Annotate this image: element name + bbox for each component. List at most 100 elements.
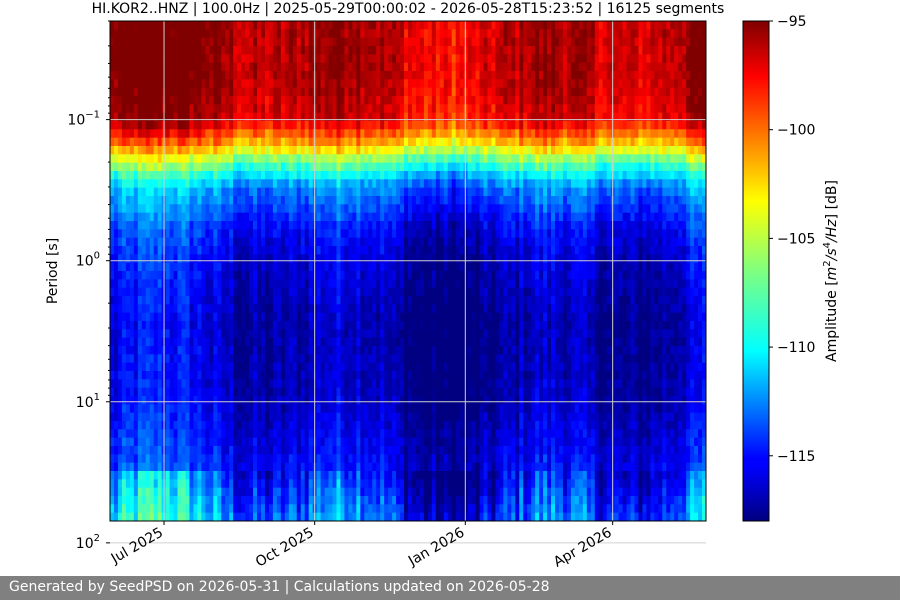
heatmap-cell <box>364 279 369 289</box>
heatmap-cell <box>670 287 675 297</box>
heatmap-cell <box>352 37 357 47</box>
heatmap-cell <box>447 179 453 189</box>
heatmap-cell <box>578 54 584 64</box>
heatmap-cell <box>141 79 147 89</box>
heatmap-cell <box>121 154 127 164</box>
heatmap-cell <box>380 96 385 105</box>
heatmap-cell <box>519 79 524 89</box>
heatmap-cell <box>527 187 532 197</box>
heatmap-cell <box>201 187 206 197</box>
heatmap-cell <box>336 162 341 172</box>
heatmap-cell <box>332 154 337 164</box>
heatmap-cell <box>185 46 190 55</box>
heatmap-cell <box>209 29 214 39</box>
heatmap-cell <box>141 112 147 122</box>
heatmap-cell <box>257 287 262 297</box>
heatmap-cell <box>121 54 127 64</box>
heatmap-cell <box>602 162 608 172</box>
heatmap-cell <box>590 104 596 114</box>
heatmap-cell <box>213 196 218 205</box>
heatmap-cell <box>268 146 274 155</box>
heatmap-cell <box>682 246 687 255</box>
heatmap-cell <box>698 262 703 272</box>
heatmap-cell <box>372 46 377 55</box>
heatmap-cell <box>173 271 178 280</box>
heatmap-cell <box>125 79 131 89</box>
heatmap-cell <box>586 137 592 147</box>
heatmap-cell <box>300 229 306 239</box>
heatmap-cell <box>586 146 592 155</box>
heatmap-cell <box>499 204 504 214</box>
heatmap-cell <box>388 254 393 264</box>
heatmap-cell <box>646 96 651 105</box>
heatmap-cell <box>523 137 528 147</box>
heatmap-cell <box>233 237 238 247</box>
heatmap-cell <box>682 137 687 147</box>
heatmap-cell <box>495 79 500 89</box>
heatmap-cell <box>630 137 635 147</box>
heatmap-cell <box>372 121 377 130</box>
heatmap-cell <box>320 271 325 280</box>
heatmap-cell <box>586 121 592 130</box>
heatmap-cell <box>388 146 393 155</box>
heatmap-cell <box>638 46 643 55</box>
heatmap-cell <box>121 146 127 155</box>
heatmap-cell <box>233 271 238 280</box>
heatmap-cell <box>165 229 170 239</box>
heatmap-cell <box>372 287 377 297</box>
heatmap-cell <box>149 71 155 80</box>
heatmap-cell <box>423 129 429 139</box>
heatmap-cell <box>177 146 182 155</box>
heatmap-cell <box>694 229 699 239</box>
heatmap-cell <box>408 204 413 214</box>
heatmap-cell <box>586 96 592 105</box>
heatmap-cell <box>113 229 119 239</box>
heatmap-cell <box>634 37 639 47</box>
heatmap-cell <box>467 46 472 55</box>
heatmap-cell <box>292 271 298 280</box>
heatmap-cell <box>654 254 659 264</box>
heatmap-cell <box>324 212 329 222</box>
heatmap-cell <box>598 204 604 214</box>
heatmap-cell <box>253 71 258 80</box>
heatmap-cell <box>332 87 337 97</box>
heatmap-cell <box>666 179 671 189</box>
heatmap-cell <box>110 229 115 239</box>
heatmap-cell <box>674 96 679 105</box>
heatmap-cell <box>110 146 115 155</box>
heatmap-cell <box>531 179 536 189</box>
heatmap-cell <box>590 171 596 180</box>
heatmap-cell <box>690 29 695 39</box>
heatmap-cell <box>431 212 437 222</box>
heatmap-cell <box>507 196 512 205</box>
heatmap-cell <box>666 171 671 180</box>
heatmap-cell <box>543 62 548 72</box>
heatmap-cell <box>694 71 699 80</box>
heatmap-cell <box>654 79 659 89</box>
heatmap-cell <box>177 296 182 305</box>
heatmap-cell <box>539 287 544 297</box>
heatmap-cell <box>698 62 703 72</box>
heatmap-cell <box>499 229 504 239</box>
heatmap-cell <box>570 254 576 264</box>
heatmap-cell <box>590 229 596 239</box>
heatmap-cell <box>324 137 329 147</box>
heatmap-cell <box>415 62 421 72</box>
heatmap-cell <box>431 37 437 47</box>
heatmap-cell <box>535 179 540 189</box>
heatmap-cell <box>650 37 655 47</box>
heatmap-cell <box>555 112 560 122</box>
heatmap-cell <box>308 79 314 89</box>
heatmap-cell <box>177 246 182 255</box>
heatmap-cell <box>229 221 234 230</box>
heatmap-cell <box>411 62 417 72</box>
heatmap-cell <box>634 262 639 272</box>
heatmap-cell <box>547 121 552 130</box>
heatmap-cell <box>515 79 520 89</box>
heatmap-cell <box>547 187 552 197</box>
heatmap-cell <box>129 271 135 280</box>
heatmap-cell <box>308 171 314 180</box>
heatmap-cell <box>463 54 468 64</box>
heatmap-cell <box>169 21 174 30</box>
heatmap-cell <box>257 46 262 55</box>
